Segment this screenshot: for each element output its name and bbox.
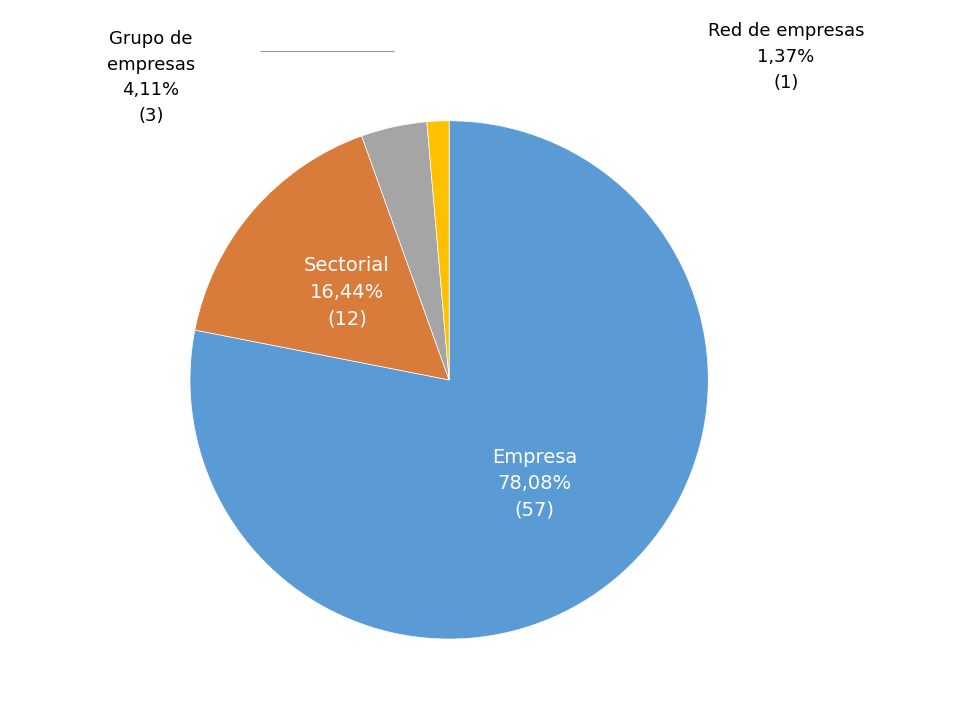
Wedge shape	[362, 122, 449, 380]
Text: Sectorial
16,44%
(12): Sectorial 16,44% (12)	[305, 256, 389, 328]
Text: Red de empresas
1,37%
(1): Red de empresas 1,37% (1)	[708, 23, 865, 92]
Text: Empresa
78,08%
(57): Empresa 78,08% (57)	[492, 448, 578, 520]
Wedge shape	[195, 136, 449, 380]
Wedge shape	[427, 121, 449, 380]
Text: Grupo de
empresas
4,11%
(3): Grupo de empresas 4,11% (3)	[107, 30, 195, 125]
Wedge shape	[190, 121, 709, 639]
